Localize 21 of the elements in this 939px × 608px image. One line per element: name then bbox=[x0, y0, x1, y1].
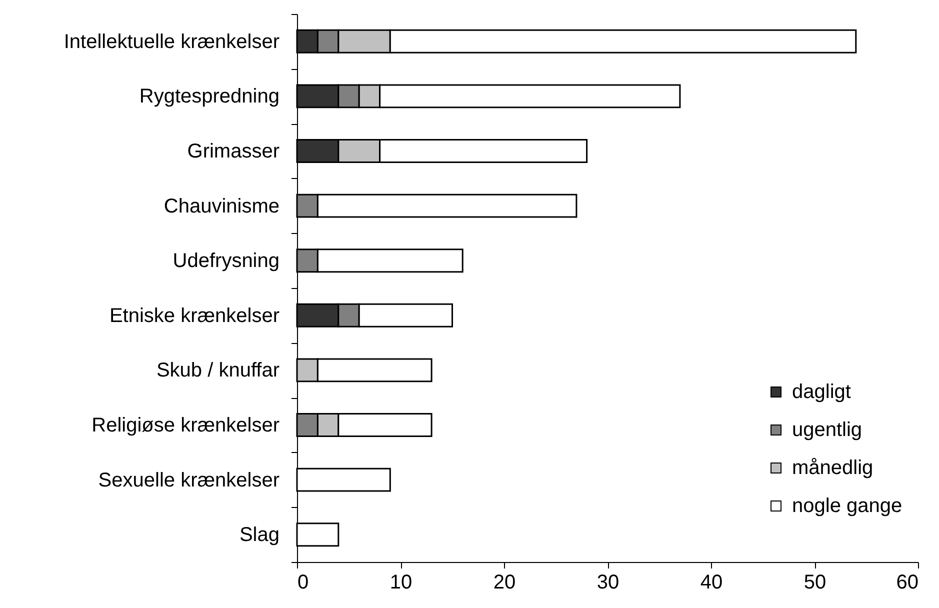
y-tick-label: Grimasser bbox=[187, 140, 280, 162]
y-tick-label: Udefrysning bbox=[172, 250, 280, 272]
legend-label: månedlig bbox=[792, 457, 874, 479]
x-tick-label: 60 bbox=[896, 572, 918, 594]
y-tick-label: Chauvinisme bbox=[164, 195, 280, 218]
x-tick-label: 30 bbox=[596, 572, 620, 594]
y-tick-label: Etniske krænkelser bbox=[109, 304, 280, 327]
y-tick-label: Religiøse krænkelser bbox=[92, 414, 280, 436]
y-tick-label: Intellektuelle krænkelser bbox=[64, 30, 280, 53]
x-tick-label: 50 bbox=[804, 572, 826, 594]
x-tick-label: 0 bbox=[298, 572, 309, 594]
y-tick-label: Skub / knuffar bbox=[156, 360, 280, 382]
y-tick-label: Slag bbox=[239, 524, 280, 546]
x-tick-label: 40 bbox=[700, 572, 723, 594]
y-tick-label: Rygtespredning bbox=[139, 86, 280, 108]
y-tick-label: Sexuelle krænkelser bbox=[98, 469, 280, 492]
x-tick-label: 10 bbox=[390, 572, 412, 594]
x-tick-label: 20 bbox=[493, 572, 516, 594]
legend-label: ugentlig bbox=[792, 419, 862, 441]
legend-label: dagligt bbox=[792, 381, 852, 403]
legend-label: nogle gange bbox=[792, 495, 902, 517]
